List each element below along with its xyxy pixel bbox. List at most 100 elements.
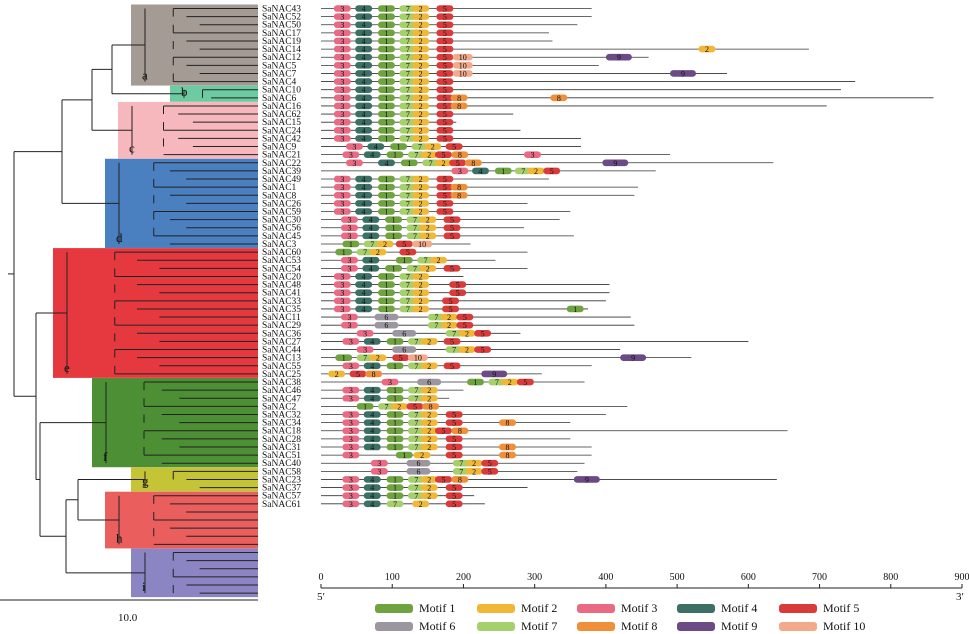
motif-2-label: 2 [427, 362, 431, 371]
motif-3-label: 3 [388, 378, 392, 387]
motif-3-label: 3 [349, 451, 353, 460]
motif-3-label: 3 [349, 362, 353, 371]
axis-tick-label: 100 [385, 572, 400, 583]
motif-7-label: 7 [406, 134, 410, 143]
motif-2-label: 2 [447, 321, 451, 330]
motif-9-label: 9 [613, 159, 617, 168]
legend-label: Motif 4 [721, 601, 757, 616]
motif-4-label: 4 [370, 500, 374, 509]
motif-2-label: 2 [427, 492, 431, 501]
motif-3-label: 3 [352, 159, 356, 168]
motif-1-label: 1 [393, 151, 397, 160]
motif-1-label: 1 [384, 208, 388, 217]
motif-1-label: 1 [393, 362, 397, 371]
axis-tick-label: 600 [741, 572, 756, 583]
motif-1-label: 1 [393, 337, 397, 346]
legend-label: Motif 8 [621, 619, 657, 634]
motif-4-label: 4 [374, 143, 378, 152]
motif-8-label: 8 [457, 191, 461, 200]
motif-1-label: 1 [393, 443, 397, 452]
motif-5-label: 5 [399, 354, 403, 363]
motif-6-label: 6 [402, 329, 406, 338]
axis-3prime-label: 3′ [956, 591, 964, 603]
motif-7-label: 7 [414, 443, 418, 452]
gene-names: SaNAC43SaNAC52SaNAC50SaNAC17SaNAC19SaNAC… [262, 5, 301, 510]
motif-8-label: 8 [557, 94, 561, 103]
motif-2-label: 2 [436, 256, 440, 265]
motif-7-label: 7 [521, 167, 525, 176]
motif-7-label: 7 [384, 402, 388, 411]
motif-5-label: 5 [441, 475, 445, 484]
motif-1-label: 1 [349, 240, 353, 249]
motif-4-label: 4 [370, 394, 374, 403]
legend-item-motif-3: Motif 3 [577, 601, 657, 615]
motif-1-label: 1 [402, 451, 406, 460]
legend-swatch [677, 604, 715, 613]
motif-2-label: 2 [427, 443, 431, 452]
motif-1-label: 1 [342, 354, 346, 363]
motif-4-label: 4 [370, 151, 374, 160]
motif-3-label: 3 [349, 337, 353, 346]
motif-4-label: 4 [369, 264, 373, 273]
motif-7-label: 7 [414, 362, 418, 371]
motif-3-label: 3 [349, 394, 353, 403]
motif-5-label: 5 [406, 248, 410, 257]
motif-2-label: 2 [534, 167, 538, 176]
motif-5-label: 5 [481, 329, 485, 338]
motif-5-label: 5 [452, 143, 456, 152]
motif-5-label: 5 [450, 362, 454, 371]
legend-swatch [477, 604, 515, 613]
motif-1-label: 1 [501, 167, 505, 176]
motif-7-label: 7 [393, 500, 397, 509]
motif-2-label: 2 [376, 354, 380, 363]
motif-4-label: 4 [370, 443, 374, 452]
legend-label: Motif 3 [621, 601, 657, 616]
legend-label: Motif 10 [823, 619, 865, 634]
axis-tick-label: 200 [456, 572, 471, 583]
motif-5-label: 5 [452, 500, 456, 509]
axis-5prime-label: 5′ [317, 591, 325, 603]
legend-swatch [779, 604, 817, 613]
motif-2-label: 2 [508, 378, 512, 387]
motif-8-label: 8 [372, 370, 376, 379]
motif-7-label: 7 [370, 240, 374, 249]
motif-5-label: 5 [443, 208, 447, 217]
motif-2-label: 2 [465, 329, 469, 338]
motif-8-label: 8 [458, 475, 462, 484]
legend-swatch [375, 604, 413, 613]
motif-4-label: 4 [362, 134, 366, 143]
legend-swatch [577, 622, 615, 631]
motif-1-label: 1 [392, 232, 396, 241]
motif-5-label: 5 [441, 427, 445, 436]
motif-1-label: 1 [363, 402, 367, 411]
motif-3-label: 3 [458, 167, 462, 176]
motif-9-label: 9 [585, 475, 589, 484]
motif-7-label: 7 [434, 321, 438, 330]
legend-label: Motif 2 [521, 601, 557, 616]
motif-1-label: 1 [402, 256, 406, 265]
legend-swatch [577, 604, 615, 613]
motif-10-label: 10 [459, 69, 467, 78]
clade-box-e [53, 248, 258, 378]
legend-item-motif-8: Motif 8 [577, 619, 657, 633]
motif-1-label: 1 [392, 264, 396, 273]
motif-3-label: 3 [352, 143, 356, 152]
axis-tick-label: 0 [319, 572, 324, 583]
legend-label: Motif 6 [419, 619, 455, 634]
motif-2-label: 2 [420, 451, 424, 460]
motif-2-label: 2 [426, 264, 430, 273]
legend-label: Motif 5 [823, 601, 859, 616]
scale-bar-label: 10.0 [118, 612, 137, 624]
motif-7-label: 7 [452, 346, 456, 355]
motif-7-label: 7 [413, 264, 417, 273]
motif-5-label: 5 [452, 419, 456, 428]
motif-8-label: 8 [506, 451, 510, 460]
motif-6-label: 6 [384, 321, 388, 330]
legend-label: Motif 9 [721, 619, 757, 634]
motif-2-label: 2 [705, 45, 709, 54]
motif-4-label: 4 [384, 159, 388, 168]
clade-box-i [131, 549, 258, 598]
